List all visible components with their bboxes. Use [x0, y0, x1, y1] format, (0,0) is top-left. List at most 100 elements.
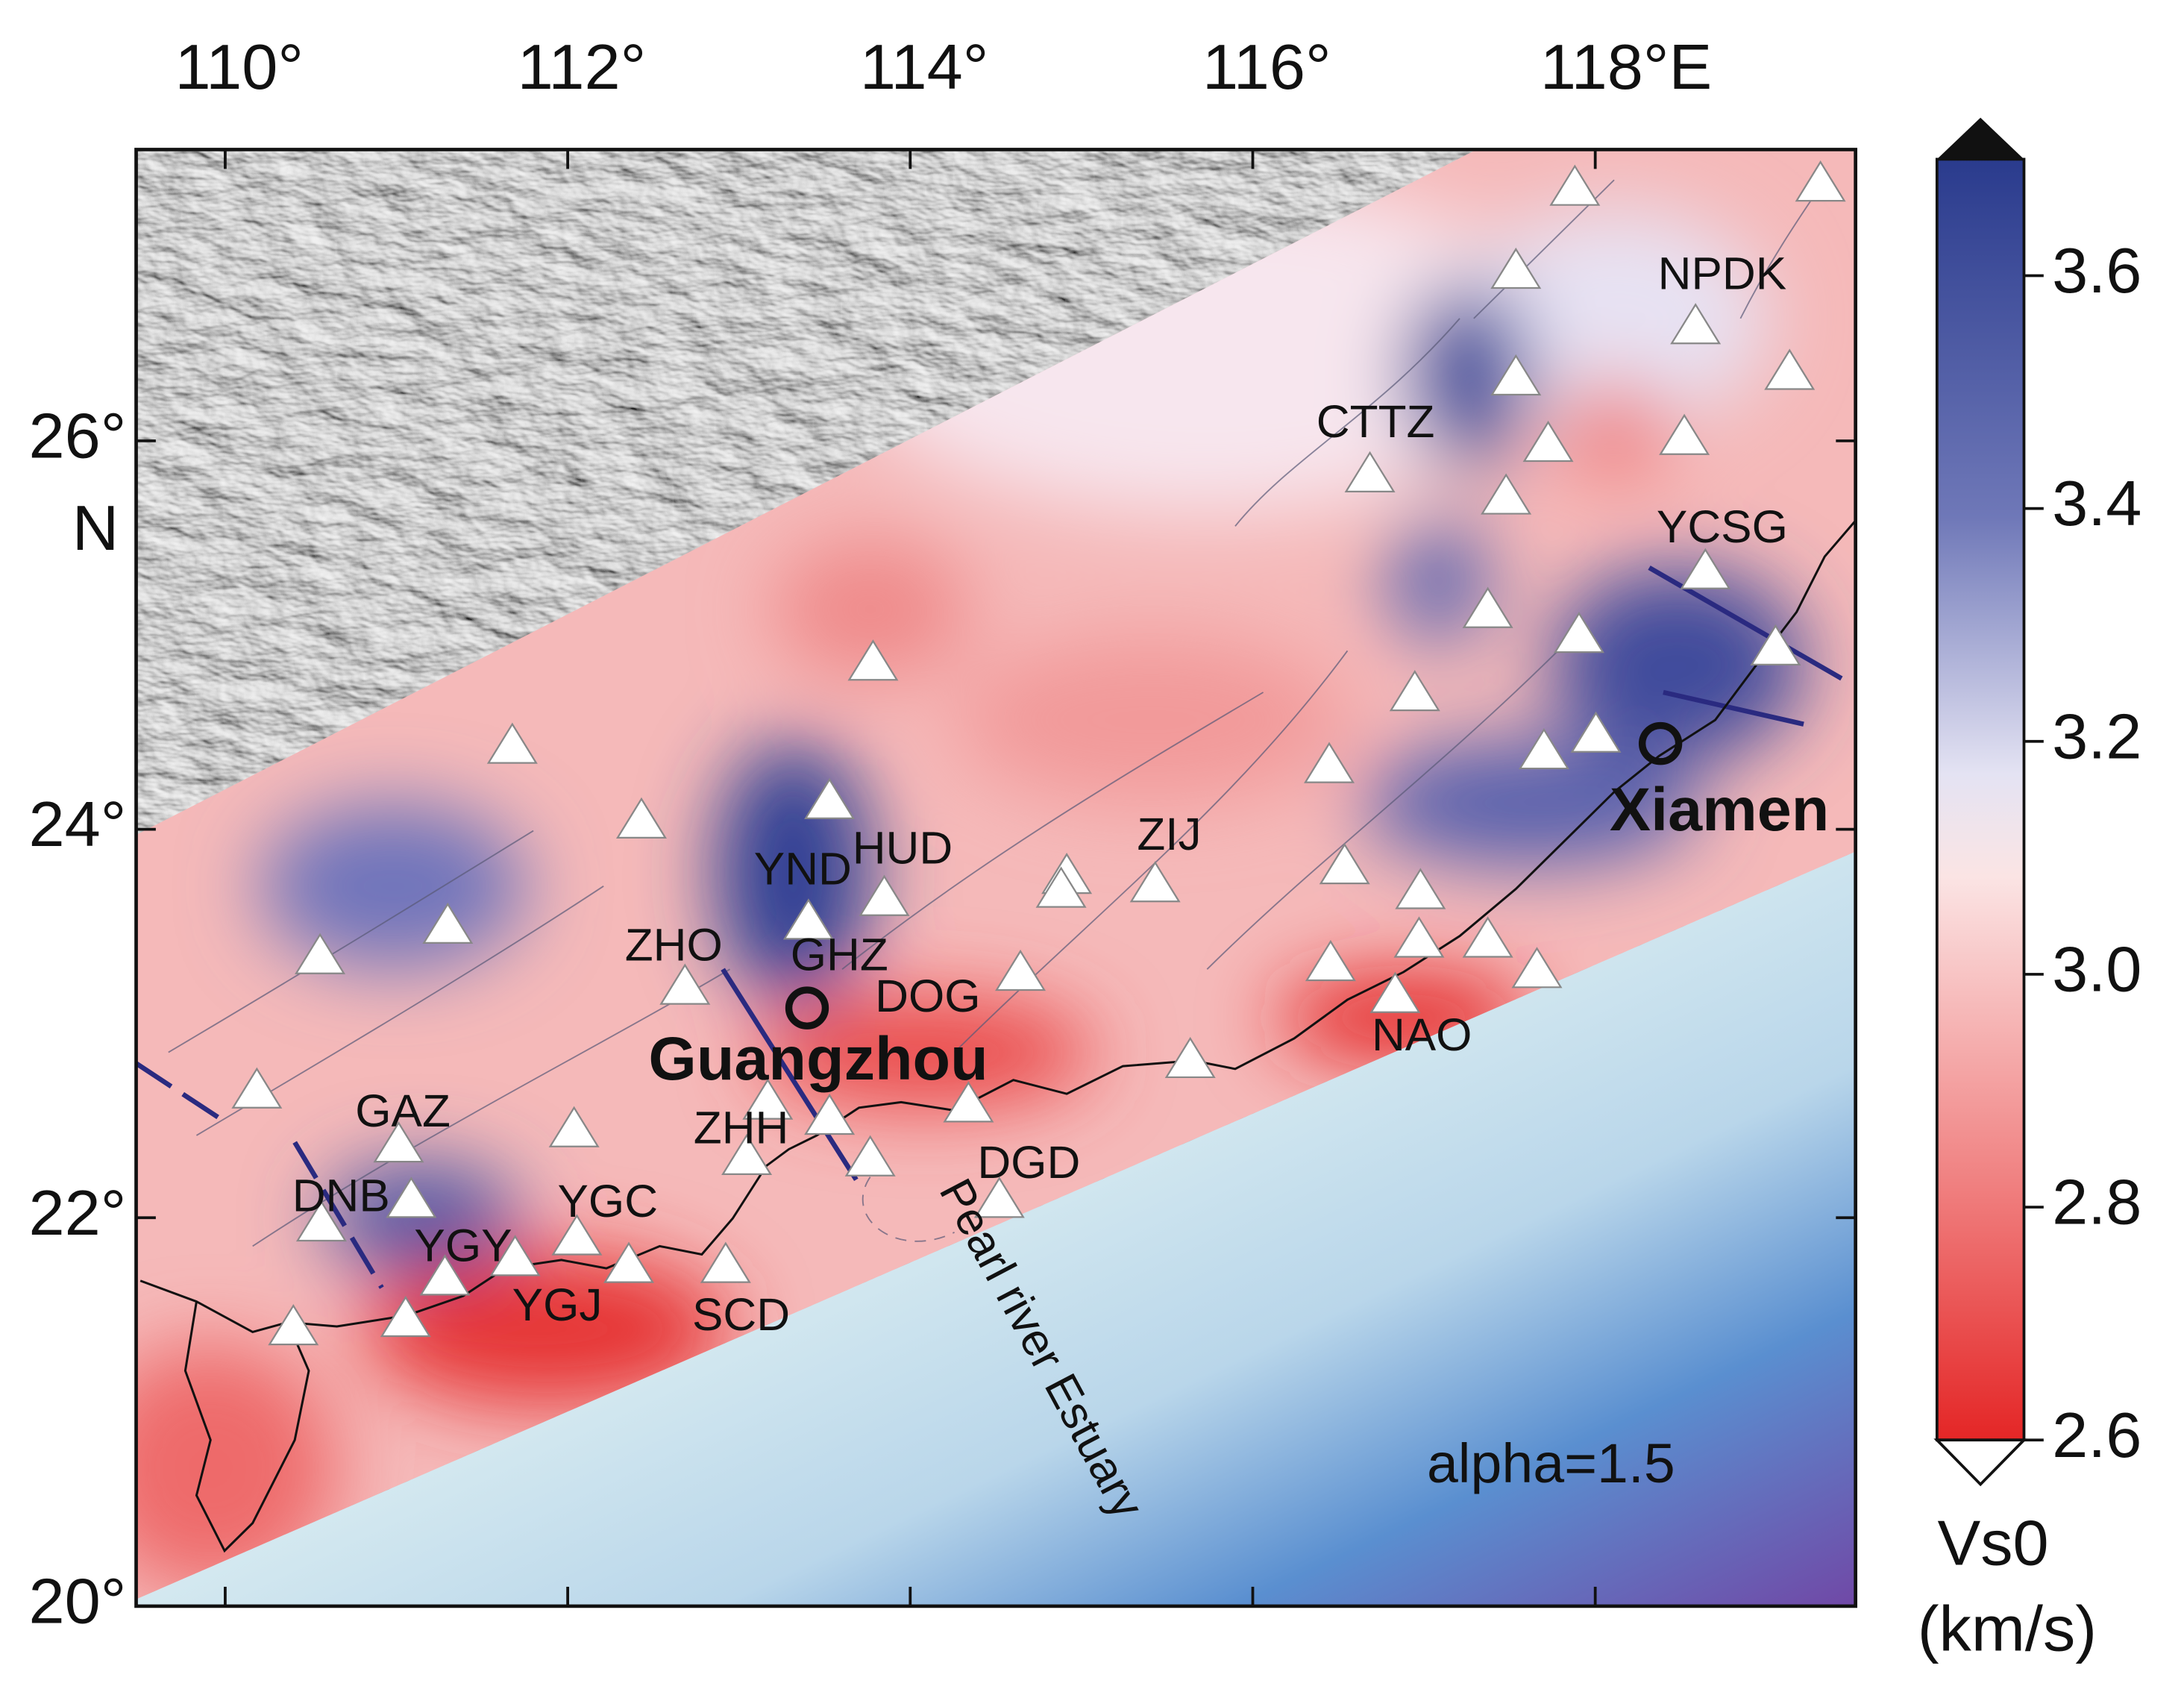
station-label: GAZ — [355, 1086, 451, 1138]
blob — [771, 539, 969, 679]
fault — [168, 830, 534, 1053]
station-marker — [1305, 939, 1356, 982]
colorbar-tick-label: 3.4 — [2052, 469, 2141, 539]
city-marker — [785, 986, 829, 1030]
station-label: YGC — [558, 1176, 659, 1227]
major-faults — [136, 565, 1843, 1289]
fault — [841, 692, 1264, 970]
station-marker — [551, 1214, 603, 1256]
major-fault — [292, 1141, 384, 1289]
station-marker — [1570, 711, 1622, 753]
station-marker — [386, 1176, 437, 1218]
station-marker — [1389, 670, 1440, 712]
station-label: NAO — [1372, 1010, 1472, 1062]
station-marker — [1795, 160, 1846, 202]
station-marker — [1393, 916, 1445, 958]
blob — [758, 997, 1095, 1108]
station-marker — [847, 639, 899, 681]
anomaly-blobs — [136, 180, 1804, 1593]
station-marker — [782, 898, 834, 940]
blob — [136, 1343, 337, 1593]
blob — [1551, 567, 1804, 762]
lon-tick-label: 114° — [860, 32, 989, 103]
station-label: HUD — [853, 823, 953, 874]
station-marker — [380, 1295, 431, 1338]
lat-tick-label: 24° — [28, 789, 126, 860]
blob — [260, 803, 527, 970]
station-marker — [422, 902, 474, 944]
station-marker — [489, 1235, 541, 1276]
major-fault — [1648, 565, 1843, 681]
fault — [1206, 650, 1559, 970]
colorbar-tick-label: 3.6 — [2052, 236, 2141, 307]
station-marker — [1518, 727, 1569, 770]
station-marker — [804, 1093, 856, 1135]
station-marker — [1659, 413, 1710, 455]
station-marker — [659, 963, 711, 1005]
station-label: DNB — [292, 1171, 390, 1222]
station-marker — [700, 1241, 751, 1283]
station-marker — [1129, 861, 1181, 903]
station-marker — [844, 1135, 896, 1176]
station-marker — [419, 1254, 471, 1296]
blob — [1557, 380, 1671, 478]
blob — [1403, 283, 1531, 464]
station-marker — [295, 1200, 347, 1242]
station-marker — [615, 797, 667, 839]
station-marker — [721, 1133, 773, 1175]
station-marker — [1344, 451, 1396, 492]
city-label: Guangzhou — [648, 1025, 988, 1092]
lon-tick-label: 118°E — [1540, 32, 1712, 103]
colorbar-label: Vs0 — [1938, 1508, 2049, 1579]
blob — [1460, 207, 1769, 430]
station-marker — [1481, 473, 1532, 515]
station-markers — [231, 160, 1846, 1346]
blob — [322, 1163, 520, 1274]
station-marker — [1369, 971, 1421, 1013]
station-marker — [486, 722, 538, 764]
colorbar-tick-label: 2.6 — [2052, 1400, 2141, 1470]
colorbar-unit: (km/s) — [1918, 1594, 2097, 1664]
station-marker — [1670, 303, 1722, 345]
lat-tick-label: 20° — [28, 1566, 126, 1637]
station-marker — [373, 1121, 424, 1163]
station-label: ZHO — [625, 920, 723, 971]
colorbar-tick-label: 3.2 — [2052, 701, 2141, 772]
station-label: DOG — [875, 971, 980, 1023]
station-marker — [1395, 868, 1446, 909]
station-marker — [1764, 348, 1816, 390]
station-marker — [1549, 164, 1601, 206]
station-marker — [1680, 548, 1731, 589]
colorbar-tick-label: 3.0 — [2052, 934, 2141, 1005]
lat-tick-label: 26° — [28, 401, 126, 471]
station-marker — [1462, 916, 1513, 958]
station-marker — [995, 949, 1046, 991]
blob — [1361, 740, 1698, 865]
station-marker — [231, 1067, 283, 1109]
station-marker — [943, 1081, 994, 1123]
ocean — [136, 851, 1856, 1606]
station-marker — [1319, 842, 1370, 885]
fault — [1234, 318, 1460, 527]
station-marker — [1490, 354, 1542, 396]
station-marker — [1164, 1036, 1216, 1079]
station-marker — [603, 1241, 655, 1283]
lon-tick-label: 112° — [518, 32, 647, 103]
city-label: Xiamen — [1610, 776, 1829, 843]
station-marker — [1035, 866, 1087, 908]
lon-tick-label: 116° — [1202, 32, 1331, 103]
station-marker — [1553, 612, 1604, 654]
basemap — [136, 149, 1856, 1606]
station-marker — [1522, 420, 1574, 463]
station-label: YND — [754, 844, 852, 895]
station-marker — [268, 1304, 319, 1346]
map-frame — [134, 148, 1858, 1608]
station-label: YGY — [414, 1221, 512, 1272]
lon-tick-label: 110° — [175, 32, 304, 103]
station-marker — [1490, 247, 1542, 289]
station-marker — [1511, 947, 1563, 988]
station-marker — [295, 933, 346, 974]
colorbar — [1935, 157, 2026, 1442]
